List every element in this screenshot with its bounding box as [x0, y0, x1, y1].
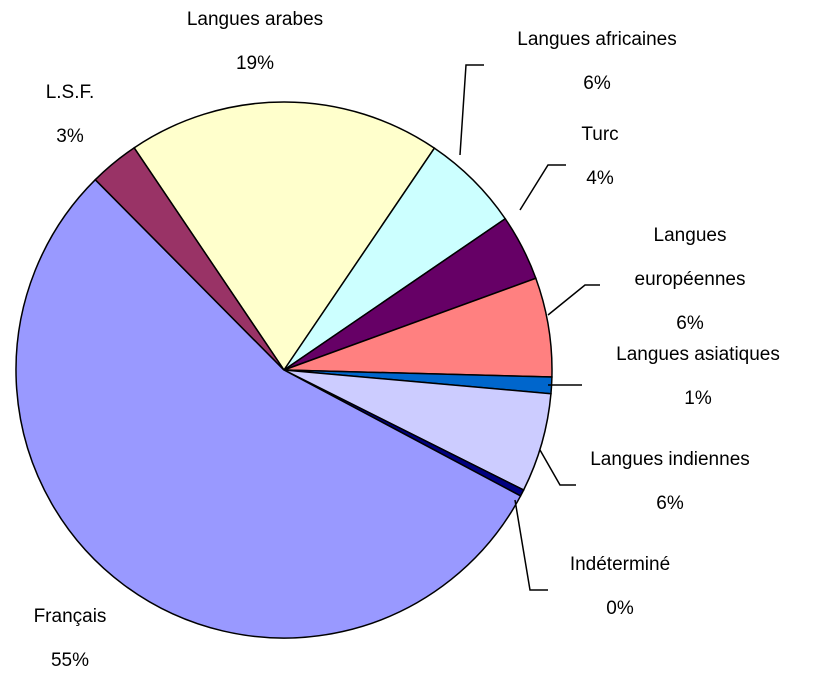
- slice-label: Langues européennes 6%: [625, 214, 755, 346]
- slice-label: Langues asiatiques 1%: [616, 333, 780, 421]
- pie-slice: [15, 178, 522, 639]
- slice-name: Langues africaines: [517, 29, 677, 50]
- leader-line: [539, 449, 576, 486]
- slice-name: Langues asiatiques: [616, 344, 780, 365]
- slice-label: Langues africaines 6%: [517, 18, 677, 106]
- slice-label: Indéterminé 0%: [570, 543, 670, 631]
- slice-name: Langues arabes: [186, 9, 324, 30]
- slice-value: 4%: [586, 168, 614, 189]
- slice-name: Indéterminé: [569, 554, 671, 575]
- leader-line: [514, 499, 548, 591]
- leader-line: [459, 64, 484, 156]
- slice-value: 1%: [684, 388, 712, 409]
- slice-value: 6%: [676, 313, 704, 334]
- slice-value: 3%: [56, 126, 84, 147]
- pie-slice: [133, 101, 436, 372]
- slice-value: 6%: [583, 73, 611, 94]
- slice-name: Langues indiennes: [590, 449, 750, 470]
- slice-name: L.S.F.: [45, 82, 95, 103]
- slice-name: Turc: [581, 124, 619, 145]
- slice-name: Langues européennes: [634, 225, 746, 290]
- slice-value: 19%: [235, 53, 275, 74]
- leader-line: [547, 284, 600, 316]
- slice-value: 55%: [50, 650, 90, 671]
- pie-slice: [94, 146, 285, 371]
- slice-label: Français 55%: [34, 595, 107, 683]
- slice-value: 0%: [606, 598, 634, 619]
- slice-value: 6%: [656, 493, 684, 514]
- slice-label: L.S.F. 3%: [46, 71, 95, 159]
- slice-label: Turc 4%: [581, 113, 618, 201]
- slice-label: Langues arabes 19%: [187, 0, 323, 86]
- slice-label: Langues indiennes 6%: [590, 438, 750, 526]
- slice-name: Français: [33, 606, 107, 627]
- leader-line: [519, 164, 566, 211]
